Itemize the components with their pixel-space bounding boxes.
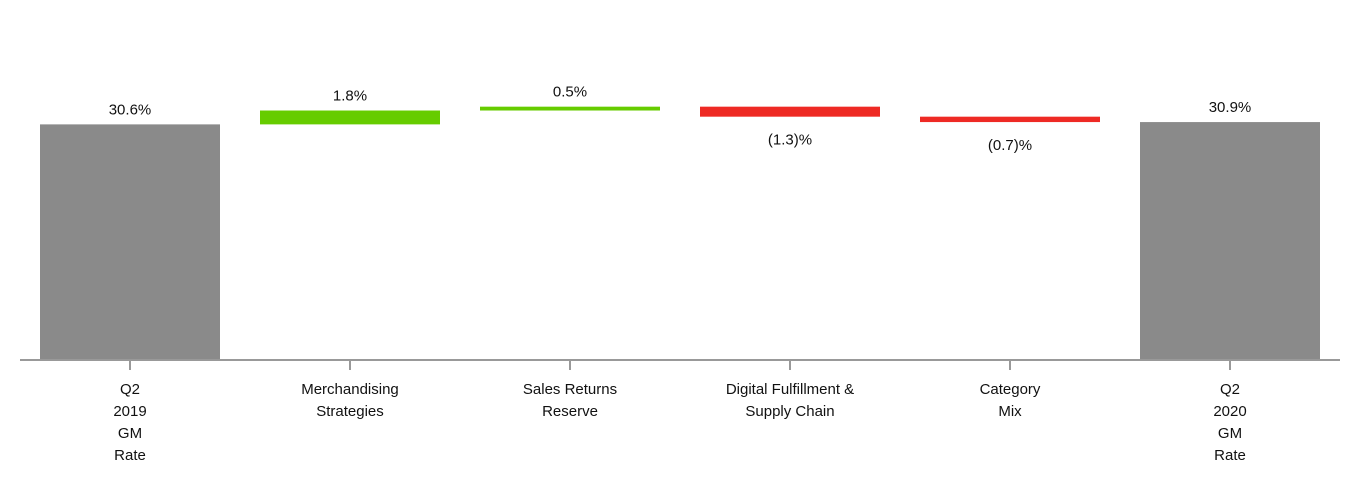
category-label-5-line-3: Rate [1214,447,1246,464]
category-label-4-line-1: Mix [998,403,1022,420]
category-label-1-line-1: Strategies [316,403,384,420]
category-label-4-line-0: Category [980,381,1041,398]
data-label-3: (1.3)% [768,132,812,149]
category-labels-layer: Q2 2019 GM Rate Merchandising Strategies Sales… [113,381,1246,464]
data-labels-layer: 30.6% 1.8% 0.5% (1.3)% (0.7)% 30.9% [109,84,1252,154]
category-label-5-line-1: 2020 [1213,403,1246,420]
bar-1 [260,110,440,125]
category-label-2-line-1: Reserve [542,403,598,420]
data-label-1: 1.8% [333,88,367,105]
x-ticks-layer [129,360,1231,370]
data-label-5: 30.9% [1209,99,1252,116]
category-label-5-line-2: GM [1218,425,1242,442]
category-label-0-line-1: 2019 [113,403,146,420]
category-label-0-line-2: GM [118,425,142,442]
category-label-3-line-1: Supply Chain [745,403,834,420]
data-label-2: 0.5% [553,84,587,101]
bar-2 [480,106,660,111]
bar-3 [700,106,880,117]
data-label-0: 30.6% [109,101,152,118]
category-label-1-line-0: Merchandising [301,381,399,398]
bar-5 [1140,122,1320,360]
category-label-3-line-0: Digital Fulfillment & [726,381,854,398]
category-label-2-line-0: Sales Returns [523,381,617,398]
category-label-0-line-3: Rate [114,447,146,464]
category-label-0-line-0: Q2 [120,381,140,398]
bar-4 [920,116,1100,123]
bars-layer [40,106,1320,360]
data-label-4: (0.7)% [988,137,1032,154]
category-label-5-line-0: Q2 [1220,381,1240,398]
bar-0 [40,124,220,360]
